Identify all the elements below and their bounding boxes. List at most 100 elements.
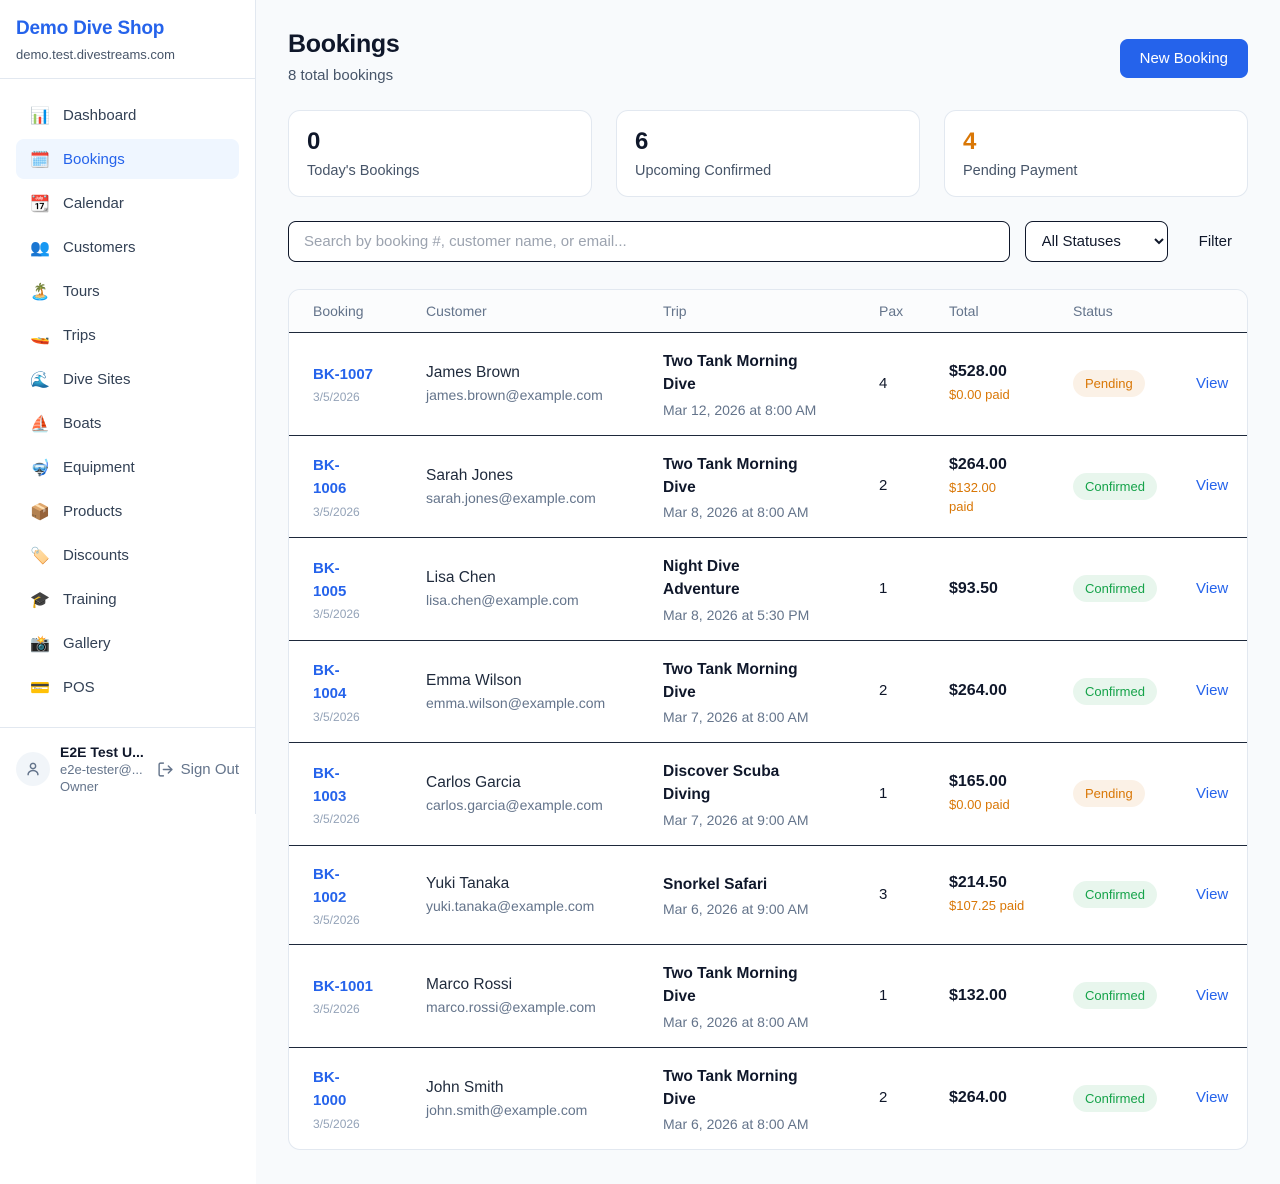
trip-datetime: Mar 8, 2026 at 5:30 PM bbox=[663, 606, 810, 623]
view-link[interactable]: View bbox=[1196, 579, 1229, 597]
paid-amount: $0.00 paid bbox=[949, 386, 1010, 402]
sidebar-item-bookings[interactable]: 🗓️ Bookings bbox=[16, 139, 239, 179]
stat-card-upcoming-confirmed: 6 Upcoming Confirmed bbox=[616, 110, 920, 197]
trip-datetime: Mar 7, 2026 at 8:00 AM bbox=[663, 709, 809, 725]
nav-label: Dashboard bbox=[63, 106, 137, 124]
sidebar-item-dive-sites[interactable]: 🌊 Dive Sites bbox=[16, 359, 239, 399]
nav-label: Equipment bbox=[63, 458, 135, 476]
trip-name: Snorkel Safari bbox=[663, 875, 768, 893]
total-amount: $264.00 bbox=[949, 1089, 1007, 1107]
sidebar-item-dashboard[interactable]: 📊 Dashboard bbox=[16, 95, 239, 135]
boats-icon: ⛵ bbox=[30, 413, 50, 433]
nav-label: Customers bbox=[63, 238, 136, 256]
booking-row-bk-1006: BK- 1006 3/5/2026 Sarah Jones sarah.jone… bbox=[289, 435, 1247, 538]
booking-id-link[interactable]: BK- 1005 bbox=[313, 559, 347, 600]
booking-id-link[interactable]: BK- 1004 bbox=[313, 662, 347, 703]
search-input[interactable] bbox=[288, 221, 1010, 262]
booking-id-link[interactable]: BK- 1006 bbox=[313, 457, 347, 498]
booking-row-bk-1004: BK- 1004 3/5/2026 Emma Wilson emma.wilso… bbox=[289, 640, 1247, 743]
customer-name: Sarah Jones bbox=[426, 466, 514, 484]
sidebar-item-gallery[interactable]: 📸 Gallery bbox=[16, 623, 239, 663]
table-header: Booking Customer Trip Pax Total Status bbox=[289, 290, 1247, 333]
sign-out-icon bbox=[158, 761, 173, 777]
customer-name: Lisa Chen bbox=[426, 569, 496, 587]
nav-label: Bookings bbox=[63, 150, 125, 168]
paid-amount: $107.25 paid bbox=[949, 897, 1025, 913]
trip-datetime: Mar 6, 2026 at 9:00 AM bbox=[663, 900, 809, 917]
customer-name: Emma Wilson bbox=[426, 671, 522, 689]
sidebar-item-trips[interactable]: 🚤 Trips bbox=[16, 315, 239, 355]
trip-name: Discover Scuba Diving bbox=[663, 763, 780, 804]
booking-id-link[interactable]: BK- 1003 bbox=[313, 764, 347, 805]
booking-date: 3/5/2026 bbox=[313, 1002, 360, 1017]
sign-out-button[interactable]: Sign Out bbox=[157, 761, 239, 778]
view-link[interactable]: View bbox=[1196, 374, 1229, 392]
total-amount: $165.00 bbox=[949, 772, 1007, 790]
trip-datetime: Mar 8, 2026 at 8:00 AM bbox=[663, 504, 809, 520]
booking-id-link[interactable]: BK-1007 bbox=[313, 366, 374, 384]
customer-email: sarah.jones@example.com bbox=[426, 489, 596, 506]
view-link[interactable]: View bbox=[1196, 1089, 1229, 1107]
new-booking-button[interactable]: New Booking bbox=[1119, 39, 1248, 78]
booking-id-link[interactable]: BK-1001 bbox=[313, 978, 374, 996]
sidebar-item-products[interactable]: 📦 Products bbox=[16, 491, 239, 531]
booking-date: 3/5/2026 bbox=[313, 607, 360, 621]
stat-card-today-s-bookings: 0 Today's Bookings bbox=[288, 110, 592, 197]
training-icon: 🎓 bbox=[30, 589, 50, 609]
trips-icon: 🚤 bbox=[30, 325, 50, 345]
avatar bbox=[16, 752, 50, 786]
view-link[interactable]: View bbox=[1196, 784, 1229, 802]
page-title: Bookings bbox=[288, 30, 400, 58]
view-link[interactable]: View bbox=[1196, 682, 1229, 700]
calendar-icon: 📆 bbox=[30, 193, 50, 213]
customer-name: John Smith bbox=[426, 1078, 504, 1096]
user-icon bbox=[27, 762, 39, 776]
column-header-pax: Pax bbox=[879, 290, 949, 333]
pax-value: 2 bbox=[879, 682, 888, 700]
nav-label: Calendar bbox=[63, 194, 124, 212]
stat-label: Upcoming Confirmed bbox=[635, 163, 772, 179]
customer-name: James Brown bbox=[426, 364, 520, 382]
sidebar-item-tours[interactable]: 🏝️ Tours bbox=[16, 271, 239, 311]
trip-name: Two Tank Morning Dive bbox=[663, 660, 798, 701]
booking-row-bk-1005: BK- 1005 3/5/2026 Lisa Chen lisa.chen@ex… bbox=[289, 538, 1247, 640]
bookings-table: Booking Customer Trip Pax Total Status BK-100… bbox=[289, 290, 1247, 1149]
sidebar-item-discounts[interactable]: 🏷️ Discounts bbox=[16, 535, 239, 575]
booking-id-link[interactable]: BK- 1000 bbox=[313, 1069, 347, 1110]
nav-label: Products bbox=[63, 502, 123, 520]
filter-button[interactable]: Filter bbox=[1183, 225, 1248, 258]
table-header-row: Booking Customer Trip Pax Total Status bbox=[289, 290, 1247, 333]
view-link[interactable]: View bbox=[1196, 986, 1229, 1004]
customer-name: Marco Rossi bbox=[426, 976, 513, 994]
customer-email: lisa.chen@example.com bbox=[426, 592, 579, 609]
trip-datetime: Mar 12, 2026 at 8:00 AM bbox=[663, 401, 817, 418]
status-filter-select[interactable]: All Statuses bbox=[1024, 221, 1168, 262]
sidebar-item-equipment[interactable]: 🤿 Equipment bbox=[16, 447, 239, 487]
sidebar-item-pos[interactable]: 💳 POS bbox=[16, 667, 239, 707]
total-amount: $214.50 bbox=[949, 873, 1007, 891]
dive-sites-icon: 🌊 bbox=[30, 369, 50, 389]
nav-label: POS bbox=[63, 678, 95, 696]
booking-id-link[interactable]: BK- 1002 bbox=[313, 865, 347, 906]
sidebar-item-customers[interactable]: 👥 Customers bbox=[16, 227, 239, 267]
view-link[interactable]: View bbox=[1196, 477, 1229, 495]
booking-date: 3/5/2026 bbox=[313, 1116, 360, 1131]
sidebar-item-boats[interactable]: ⛵ Boats bbox=[16, 403, 239, 443]
booking-row-bk-1007: BK-1007 3/5/2026 James Brown james.brown… bbox=[289, 333, 1247, 435]
products-icon: 📦 bbox=[30, 501, 50, 521]
customer-email: yuki.tanaka@example.com bbox=[426, 898, 595, 915]
stat-value: 0 bbox=[307, 128, 321, 155]
status-badge: Confirmed bbox=[1073, 982, 1157, 1010]
status-badge: Confirmed bbox=[1073, 472, 1157, 500]
pax-value: 1 bbox=[879, 986, 888, 1004]
sidebar-item-calendar[interactable]: 📆 Calendar bbox=[16, 183, 239, 223]
column-header-booking: Booking bbox=[289, 290, 426, 333]
stat-value: 6 bbox=[635, 128, 649, 155]
main-content: Bookings 8 total bookings New Booking 0 … bbox=[256, 0, 1280, 1184]
status-badge: Confirmed bbox=[1073, 575, 1157, 603]
total-amount: $528.00 bbox=[949, 362, 1007, 380]
view-link[interactable]: View bbox=[1196, 885, 1229, 903]
sidebar-item-training[interactable]: 🎓 Training bbox=[16, 579, 239, 619]
customer-email: carlos.garcia@example.com bbox=[426, 797, 603, 814]
booking-date: 3/5/2026 bbox=[313, 913, 360, 927]
